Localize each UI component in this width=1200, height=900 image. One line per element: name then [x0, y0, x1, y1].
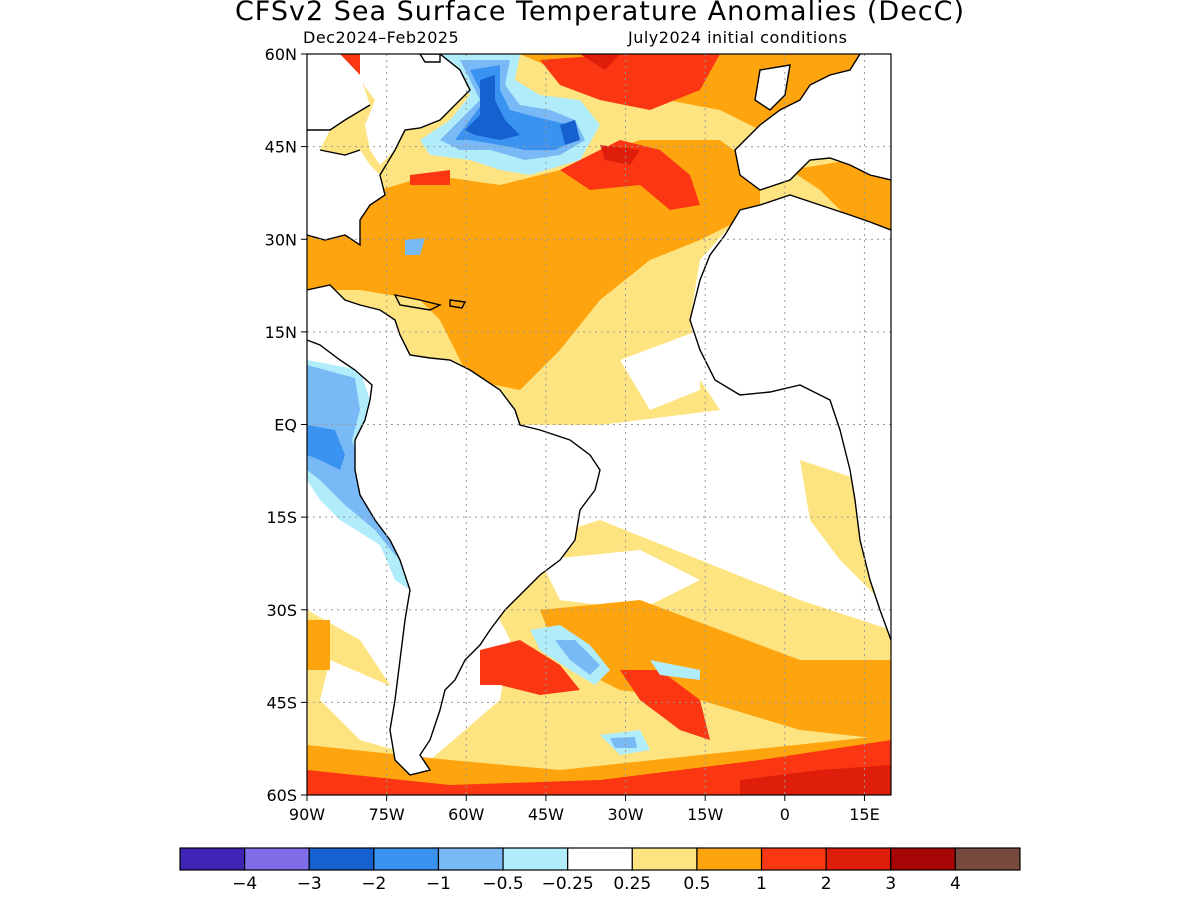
lat-tick-label: 15S	[266, 508, 297, 527]
lat-tick-label: 45S	[266, 693, 297, 712]
colorbar-swatch	[696, 847, 763, 871]
colorbar-label: −2	[361, 874, 386, 894]
lat-tick-label: EQ	[274, 416, 297, 435]
colorbar-label: −3	[297, 874, 322, 894]
colorbar-swatch	[631, 847, 698, 871]
lat-tick-label: 30S	[266, 601, 297, 620]
lat-tick-label: 30N	[265, 230, 297, 249]
colorbar-swatch	[437, 847, 504, 871]
colorbar-swatch	[954, 847, 1021, 871]
colorbar-label: 4	[950, 874, 961, 894]
coastlines	[307, 54, 891, 776]
colorbar-label: −0.5	[482, 874, 523, 894]
colorbar-swatch	[825, 847, 892, 871]
colorbar-label: 1	[756, 874, 767, 894]
lat-tick-label: 60S	[266, 786, 297, 805]
lat-tick-label: 45N	[265, 138, 297, 157]
lon-tick-label: 15W	[687, 805, 723, 824]
lon-tick-label: 30W	[607, 805, 643, 824]
colorbar-swatch	[308, 847, 375, 871]
colorbar-swatch	[567, 847, 633, 871]
colorbar-swatch	[244, 847, 310, 871]
colorbar-label: 0.5	[683, 874, 710, 894]
colorbar-label: −0.25	[542, 874, 594, 894]
colorbar-label: 3	[885, 874, 896, 894]
lat-tick-label: 15N	[265, 323, 297, 342]
initial-conditions: July2024 initial conditions	[628, 28, 848, 47]
colorbar-swatch	[373, 847, 440, 871]
colorbar-swatch	[179, 847, 246, 871]
latitude-labels: 60N 45N 30N 15N EQ 15S 30S 45S 60S	[265, 45, 307, 805]
longitude-labels: 90W 75W 60W 45W 30W 15W 0 15E	[289, 795, 880, 824]
colorbar-swatch	[760, 847, 827, 871]
colorbar-swatch	[502, 847, 569, 871]
colorbar-label: 0.25	[613, 874, 651, 894]
colorbar-label: −4	[232, 874, 257, 894]
colorbar-swatch	[890, 847, 956, 871]
lon-tick-label: 0	[780, 805, 790, 824]
lon-tick-label: 75W	[369, 805, 405, 824]
colorbar-label: −1	[426, 874, 451, 894]
colorbar-label: 2	[821, 874, 832, 894]
lat-tick-label: 60N	[265, 45, 297, 64]
lon-tick-label: 60W	[448, 805, 484, 824]
chart-title: CFSv2 Sea Surface Temperature Anomalies …	[234, 0, 966, 27]
lon-tick-label: 90W	[289, 805, 325, 824]
lon-tick-label: 45W	[528, 805, 564, 824]
forecast-period: Dec2024–Feb2025	[303, 28, 460, 47]
lon-tick-label: 15E	[849, 805, 879, 824]
